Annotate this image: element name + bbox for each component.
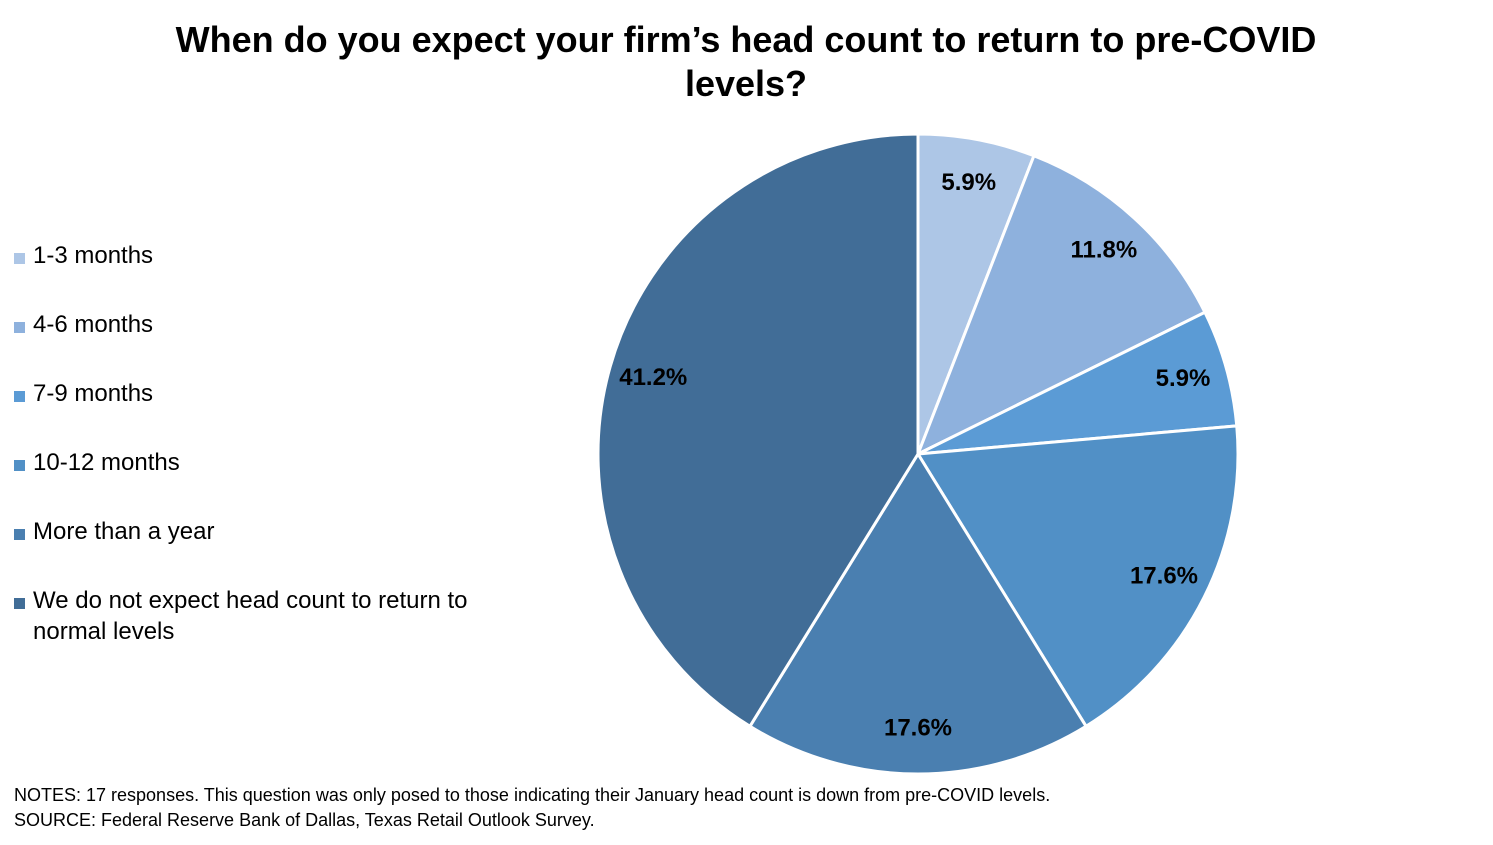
data-label: 17.6% (884, 715, 952, 742)
legend: 1-3 months 4-6 months 7-9 months 10-12 mont… (14, 240, 514, 685)
pie-slice (747, 451, 1089, 776)
legend-item: More than a year (14, 516, 514, 547)
pie-slice (596, 132, 920, 729)
pie-slice (915, 424, 1240, 729)
data-label: 41.2% (619, 364, 687, 391)
legend-item: 10-12 months (14, 447, 514, 478)
data-label: 11.8% (1070, 236, 1137, 263)
data-label: 17.6% (1130, 563, 1198, 590)
legend-label: 1-3 months (33, 242, 154, 269)
legend-swatch (14, 529, 25, 540)
legend-label: 10-12 months (33, 449, 180, 476)
data-label: 5.9% (1156, 365, 1211, 392)
legend-item: 1-3 months (14, 240, 514, 271)
legend-item: 7-9 months (14, 378, 514, 409)
legend-item: We do not expect head count to return to… (14, 585, 514, 647)
legend-swatch (14, 322, 25, 333)
notes: NOTES: 17 responses. This question was o… (14, 785, 1051, 805)
legend-label: More than a year (33, 518, 215, 545)
chart-title: When do you expect your firm’s head coun… (175, 19, 1317, 104)
legend-item: 4-6 months (14, 309, 514, 340)
legend-swatch (14, 460, 25, 471)
legend-label: We do not expect head count to return to… (33, 587, 468, 645)
pie-slice (915, 153, 1207, 458)
legend-swatch (14, 391, 25, 402)
source: SOURCE: Federal Reserve Bank of Dallas, … (14, 810, 595, 830)
legend-swatch (14, 253, 25, 264)
legend-label: 7-9 months (33, 380, 154, 407)
data-label: 5.9% (941, 169, 996, 196)
legend-label: 4-6 months (33, 311, 154, 338)
legend-swatch (14, 598, 25, 609)
